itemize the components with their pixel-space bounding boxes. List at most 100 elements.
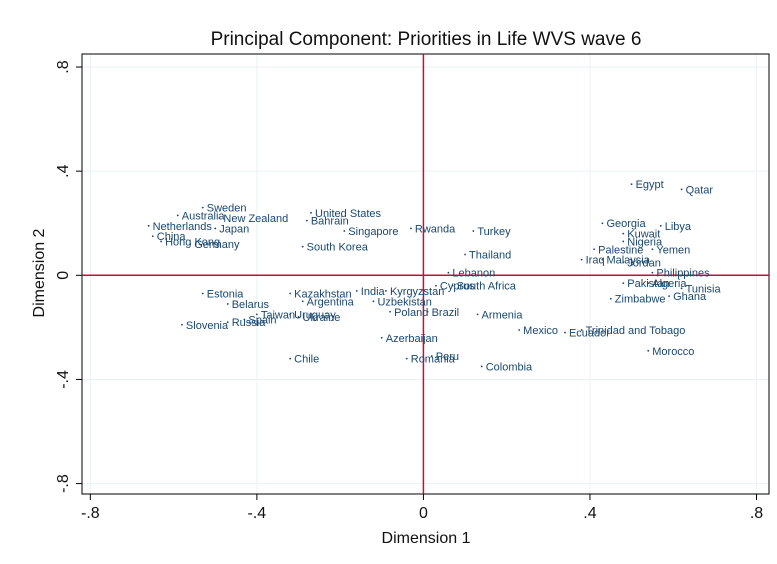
data-point-uruguay <box>289 313 292 316</box>
data-point-mexico <box>518 329 521 331</box>
data-point-brazil <box>426 310 429 313</box>
point-label-bahrain: Bahrain <box>311 216 349 228</box>
data-point-tunisia <box>680 287 683 290</box>
data-point-new-zealand <box>218 217 221 219</box>
y-tick-label: 0 <box>55 271 72 280</box>
point-label-armenia: Armenia <box>482 309 524 321</box>
data-point-kazakhstan <box>289 292 292 295</box>
point-label-chile: Chile <box>294 354 319 366</box>
point-label-poland: Poland <box>394 307 428 319</box>
data-point-australia <box>176 214 179 217</box>
x-tick-label: .4 <box>583 505 596 522</box>
point-label-kuwait: Kuwait <box>627 229 660 241</box>
data-point-singapore <box>343 230 346 232</box>
point-label-ukraine: Ukraine <box>303 312 341 324</box>
data-point-ukraine <box>297 316 300 318</box>
point-label-romania: Romania <box>411 354 456 366</box>
data-point-spain <box>243 318 246 321</box>
point-label-nigeria: Nigeria <box>627 236 663 248</box>
y-tick-label: -.8 <box>55 474 72 493</box>
data-point-chile <box>289 357 292 360</box>
data-point-poland <box>389 310 392 313</box>
data-point-slovenia <box>181 323 183 326</box>
data-point-kyrgyzstan <box>385 290 387 292</box>
point-label-libya: Libya <box>665 221 692 233</box>
data-point-pakistan <box>622 282 625 285</box>
data-point-uzbekistan <box>372 300 375 303</box>
point-label-netherlands: Netherlands <box>153 221 213 233</box>
point-label-malaysia: Malaysia <box>606 255 650 267</box>
point-label-palestine: Palestine <box>598 244 643 256</box>
point-label-ecuador: Ecuador <box>569 328 610 340</box>
point-label-cyprus: Cyprus <box>440 281 475 293</box>
x-tick-label: -.4 <box>248 505 267 522</box>
point-label-australia: Australia <box>182 210 226 222</box>
data-point-kuwait <box>622 232 625 235</box>
point-label-egypt: Egypt <box>636 179 664 191</box>
point-label-qatar: Qatar <box>686 184 714 196</box>
data-point-egypt <box>630 183 633 186</box>
data-point-colombia <box>480 365 483 368</box>
data-point-nigeria <box>622 240 625 243</box>
data-point-thailand <box>464 253 466 256</box>
data-point-algeria <box>647 282 650 285</box>
point-label-philippines: Philippines <box>656 268 710 280</box>
point-label-turkey: Turkey <box>477 226 511 238</box>
point-label-argentina: Argentina <box>307 296 355 308</box>
data-point-hong-kong <box>160 240 163 243</box>
data-point-china <box>151 235 154 238</box>
data-point-armenia <box>476 313 479 316</box>
data-point-united-states <box>310 211 312 214</box>
point-label-estonia: Estonia <box>207 289 245 301</box>
point-label-algeria: Algeria <box>652 278 687 290</box>
data-point-georgia <box>601 222 604 225</box>
x-tick-label: 0 <box>419 505 428 522</box>
data-point-azerbaijan <box>380 336 383 339</box>
point-label-china: China <box>157 231 187 243</box>
point-label-singapore: Singapore <box>348 226 398 238</box>
point-label-pakistan: Pakistan <box>627 278 669 290</box>
point-label-russia: Russia <box>232 317 267 329</box>
point-label-iraq: Iraq <box>586 255 605 267</box>
data-point-malaysia <box>601 258 604 261</box>
point-label-zimbabwe: Zimbabwe <box>615 294 666 306</box>
data-point-south-korea <box>301 245 304 248</box>
point-label-india: India <box>361 286 386 298</box>
data-point-zimbabwe <box>609 297 612 300</box>
point-label-rwanda: Rwanda <box>415 223 456 235</box>
data-point-sweden <box>201 206 204 209</box>
x-axis-title: Dimension 1 <box>382 530 471 547</box>
point-label-lebanon: Lebanon <box>452 268 495 280</box>
data-point-ecuador <box>564 331 566 334</box>
point-label-japan: Japan <box>219 223 249 235</box>
point-label-jordan: Jordan <box>627 257 661 269</box>
point-label-georgia: Georgia <box>606 218 646 230</box>
point-label-kazakhstan: Kazakhstan <box>294 289 351 301</box>
point-label-mexico: Mexico <box>523 325 558 337</box>
y-tick-label: .8 <box>55 60 72 73</box>
point-label-slovenia: Slovenia <box>186 320 229 332</box>
point-label-morocco: Morocco <box>652 346 694 358</box>
point-label-ghana: Ghana <box>673 291 707 303</box>
point-label-hong-kong: Hong Kong <box>165 236 220 248</box>
x-tick-label: .8 <box>750 505 763 522</box>
point-label-spain: Spain <box>248 315 276 327</box>
data-point-lebanon <box>447 271 450 274</box>
data-point-cyprus <box>435 284 437 287</box>
data-point-trinidad-and-tobago <box>580 329 583 331</box>
data-point-rwanda <box>410 227 412 230</box>
point-label-yemen: Yemen <box>656 244 690 256</box>
data-point-india <box>355 290 358 292</box>
data-point-philippines <box>651 271 654 274</box>
point-label-trinidad-and-tobago: Trinidad and Tobago <box>586 325 686 337</box>
reference-lines <box>82 54 769 494</box>
data-point-ghana <box>668 295 670 298</box>
data-point-iraq <box>580 258 583 261</box>
y-tick-label: -.4 <box>55 370 72 389</box>
point-label-colombia: Colombia <box>486 361 533 373</box>
data-point-netherlands <box>147 224 150 227</box>
x-tick-label: -.8 <box>81 505 100 522</box>
